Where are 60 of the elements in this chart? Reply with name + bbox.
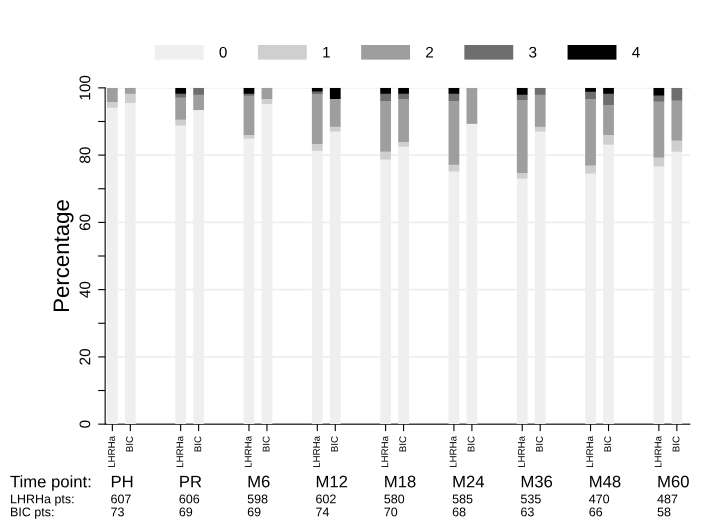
text: BIC pts: <box>11 508 54 519</box>
x-tick-label: BIC <box>262 436 270 452</box>
x-tick-label: BIC <box>536 436 543 452</box>
x-tick-label: LHRHa <box>518 436 525 468</box>
text: M24 <box>453 476 484 488</box>
x-tick-label: LHRHa <box>450 436 457 468</box>
legend-label: 1 <box>323 46 330 58</box>
text: 73 <box>111 508 124 516</box>
text: 63 <box>521 508 534 516</box>
text: 70 <box>384 508 398 516</box>
legend-label: 0 <box>219 46 227 58</box>
text: 69 <box>248 508 260 516</box>
text: 66 <box>589 508 602 516</box>
x-tick-label: LHRHa <box>244 436 252 468</box>
text: M36 <box>522 476 552 488</box>
text: LHRHa pts: <box>11 494 74 506</box>
text: 487 <box>657 494 678 504</box>
text: 607 <box>111 494 131 504</box>
x-tick-label: LHRHa <box>176 436 184 468</box>
text: 580 <box>384 494 404 504</box>
text: 58 <box>658 508 670 516</box>
text: 74 <box>316 508 330 516</box>
text: M18 <box>385 476 416 488</box>
legend-label: 4 <box>632 46 640 58</box>
x-tick-label: LHRHa <box>654 436 662 468</box>
text: M6 <box>248 476 270 488</box>
x-tick-label: BIC <box>672 436 680 452</box>
x-tick-label: BIC <box>399 436 406 452</box>
y-tick-label: 0 <box>80 420 90 428</box>
x-tick-label: LHRHa <box>108 436 115 468</box>
x-tick-label: BIC <box>604 436 612 452</box>
x-tick-label: LHRHa <box>381 436 388 468</box>
y-tick-label: 80 <box>80 147 90 163</box>
legend-label: 3 <box>529 46 536 58</box>
text: 598 <box>248 494 268 504</box>
text: 585 <box>452 494 472 504</box>
x-tick-label: LHRHa <box>313 436 320 468</box>
y-tick-label: 60 <box>80 214 90 230</box>
text: 470 <box>589 494 610 504</box>
x-tick-label: BIC <box>126 436 133 452</box>
text: 606 <box>179 494 200 504</box>
text: PH <box>112 476 132 488</box>
x-tick-label: LHRHa <box>586 436 594 468</box>
text: PR <box>180 476 202 488</box>
x-tick-label: BIC <box>330 436 338 452</box>
text: M12 <box>316 476 348 488</box>
text: 602 <box>316 494 336 504</box>
y-tick-label: 100 <box>80 76 90 100</box>
legend-label: 2 <box>426 46 434 58</box>
text: 69 <box>179 508 192 516</box>
y-axis-title: Percentage <box>54 200 74 312</box>
x-tick-label: BIC <box>468 436 475 452</box>
x-tick-label: BIC <box>194 436 202 452</box>
text: M60 <box>658 476 689 488</box>
y-tick-label: 40 <box>80 282 90 298</box>
text: 68 <box>452 508 466 516</box>
text: Time point: <box>10 475 90 491</box>
text: M48 <box>590 476 620 488</box>
y-tick-label: 20 <box>80 348 90 365</box>
text: 535 <box>520 494 541 504</box>
